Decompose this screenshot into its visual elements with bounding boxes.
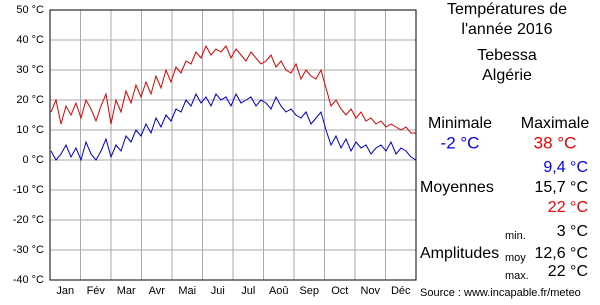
amp-max-label: max. xyxy=(505,270,529,282)
y-tick-label: 40 °C xyxy=(16,34,44,46)
average-mean: 15,7 °C xyxy=(534,179,588,196)
y-tick-label: -10 °C xyxy=(13,184,44,196)
lowest: -2 °C xyxy=(441,133,480,152)
x-tick-label: Mai xyxy=(178,285,196,297)
amp-mean-label: moy xyxy=(505,252,526,264)
amp-mean: 12,6 °C xyxy=(534,245,588,262)
amp-max: 22 °C xyxy=(548,263,588,280)
average-max: 22 °C xyxy=(548,199,588,216)
x-tick-label: Jul xyxy=(241,285,255,297)
chart-title: Températures de xyxy=(447,1,567,18)
x-tick-label: Jui xyxy=(211,285,225,297)
chart-subtitle: l'année 2016 xyxy=(461,21,552,38)
x-tick-label: Déc xyxy=(391,285,411,297)
y-tick-label: 10 °C xyxy=(16,124,44,136)
country: Algérie xyxy=(482,67,532,84)
y-tick-label: 30 °C xyxy=(16,64,44,76)
header-min: Minimale xyxy=(428,115,492,132)
y-tick-label: 0 °C xyxy=(22,154,44,166)
y-tick-label: 50 °C xyxy=(16,4,44,16)
highest: 38 °C xyxy=(534,133,577,152)
header-max: Maximale xyxy=(521,115,590,132)
averages-label: Moyennes xyxy=(420,179,494,196)
x-tick-label: Aoû xyxy=(269,285,289,297)
amplitudes-label: Amplitudes xyxy=(420,245,499,262)
amp-min-label: min. xyxy=(505,230,526,242)
x-tick-label: Jan xyxy=(56,285,74,297)
x-tick-label: Sep xyxy=(299,285,319,297)
average-min: 9,4 °C xyxy=(543,159,588,176)
plot-border xyxy=(49,9,417,281)
y-tick-label: -20 °C xyxy=(13,214,44,226)
x-tick-label: Nov xyxy=(360,285,380,297)
y-tick-label: 20 °C xyxy=(16,94,44,106)
x-tick-label: Mar xyxy=(117,285,136,297)
x-tick-label: Avr xyxy=(149,285,166,297)
y-tick-label: -30 °C xyxy=(13,244,44,256)
temperature-line xyxy=(50,44,416,134)
temperature-line xyxy=(50,92,417,162)
x-tick-label: Oct xyxy=(331,285,348,297)
y-tick-label: -40 °C xyxy=(13,274,44,286)
x-tick-label: Fév xyxy=(87,285,106,297)
amp-min: 3 °C xyxy=(557,223,588,240)
source: Source : www.incapable.fr/meteo xyxy=(420,287,581,299)
location: Tebessa xyxy=(477,47,537,64)
